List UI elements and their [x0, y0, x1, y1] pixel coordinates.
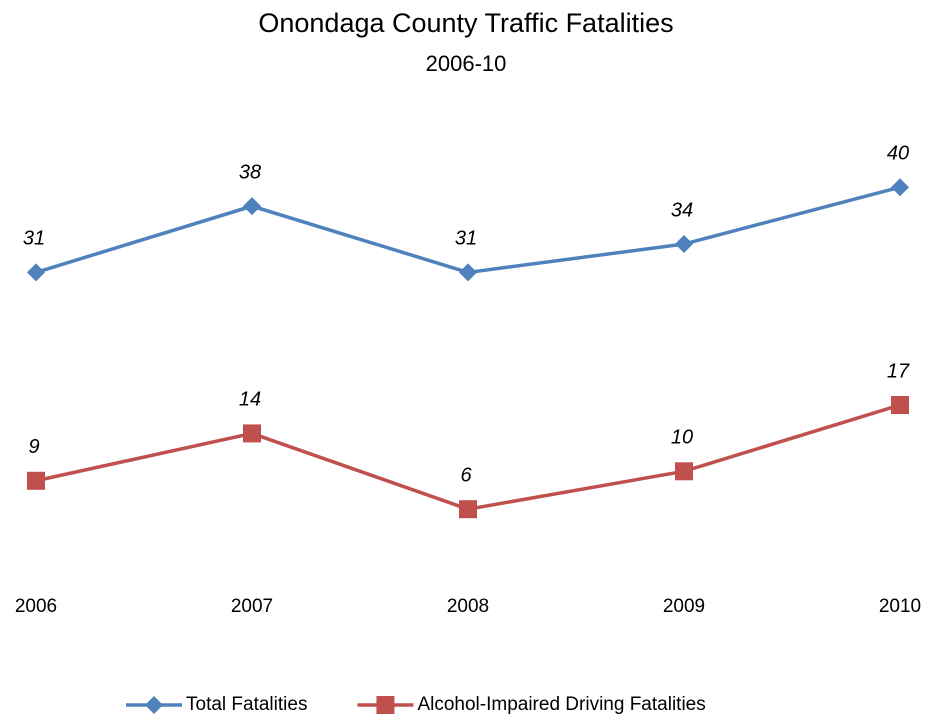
data-label: 38 [239, 161, 261, 183]
series-line [35, 403, 901, 511]
marker [27, 263, 45, 282]
marker [675, 462, 693, 481]
data-label: 6 [460, 464, 472, 486]
x-tick-label: 2006 [15, 596, 57, 617]
legend-label: Alcohol-Impaired Driving Fatalities [417, 694, 705, 715]
marker [891, 396, 909, 415]
marker [459, 500, 477, 519]
marker [243, 197, 261, 216]
marker [459, 263, 477, 282]
data-label: 31 [455, 228, 477, 250]
chart-title: Onondaga County Traffic Fatalities [258, 8, 673, 38]
data-label: 31 [23, 228, 45, 250]
marker [243, 424, 261, 443]
marker [891, 178, 909, 197]
x-tick-label: 2009 [663, 596, 705, 617]
data-label: 9 [28, 436, 39, 458]
marker [27, 471, 45, 490]
x-tick-label: 2010 [879, 596, 921, 617]
marker [376, 696, 395, 714]
x-tick-label: 2008 [447, 596, 489, 617]
marker [675, 235, 693, 254]
data-label: 40 [887, 142, 909, 164]
data-label: 10 [671, 427, 693, 449]
chart-subtitle: 2006-10 [426, 51, 507, 76]
x-tick-label: 2007 [231, 596, 273, 617]
legend-label: Total Fatalities [186, 694, 307, 715]
data-label: 14 [239, 389, 261, 411]
data-label: 17 [887, 360, 910, 382]
data-label: 34 [671, 199, 693, 221]
marker [145, 696, 163, 714]
